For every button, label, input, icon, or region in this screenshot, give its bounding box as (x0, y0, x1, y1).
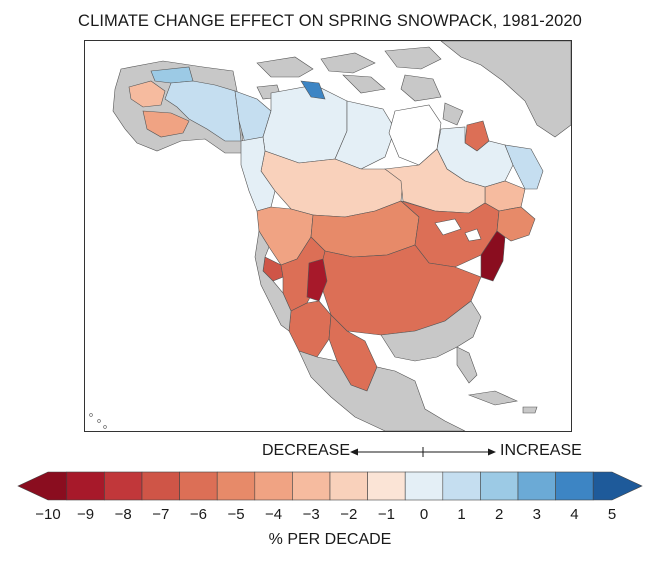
region-hudson-bay-west (334, 100, 396, 170)
double-arrow-icon (350, 447, 496, 457)
region-arctic-coast (300, 80, 326, 100)
caribbean-islands (467, 390, 538, 414)
color-scale-tick-label: −6 (189, 506, 207, 523)
color-scale-tick-label: 4 (570, 506, 579, 523)
map-panel (84, 40, 572, 432)
color-bin (517, 471, 556, 501)
unit-label: % PER DECADE (268, 531, 392, 548)
color-scale-tick-label: −10 (35, 506, 61, 523)
region-bc-coast (240, 136, 276, 212)
color-bin (480, 471, 519, 501)
color-scale-tick-label: 3 (532, 506, 541, 523)
region-alaska-south (142, 110, 190, 138)
color-bin (555, 471, 594, 501)
color-bin (254, 471, 293, 501)
region-quebec-mid (504, 144, 544, 190)
color-scale-tick-label: −7 (152, 506, 170, 523)
increase-label: INCREASE (500, 442, 582, 459)
region-alaska-west (128, 80, 166, 108)
mexico-gray (298, 350, 466, 431)
color-bin (592, 471, 643, 501)
color-scale-tick-label: −4 (265, 506, 283, 523)
pacific-island-dot (97, 419, 101, 423)
direction-labels: DECREASE INCREASE (0, 442, 660, 464)
snowpack-map (85, 41, 571, 431)
great-lakes-water (434, 218, 482, 242)
decrease-label: DECREASE (262, 442, 351, 459)
color-scale-tick-label: −9 (77, 506, 95, 523)
color-scale-tick-label: −5 (227, 506, 245, 523)
west-coast-gray (254, 230, 292, 332)
map-title: CLIMATE CHANGE EFFECT ON SPRING SNOWPACK… (78, 12, 582, 30)
region-alaska-central (164, 80, 242, 142)
color-bin (442, 471, 481, 501)
color-bin (141, 471, 180, 501)
color-bin (329, 471, 368, 501)
color-scale-tick-label: 1 (457, 506, 466, 523)
pacific-island-dot (89, 413, 93, 417)
region-great-lakes-north (384, 148, 486, 214)
color-scale-tick-label: −8 (114, 506, 132, 523)
color-bin (104, 471, 143, 501)
color-scale-tick-label: 5 (607, 506, 617, 523)
color-scale-tick-label: −3 (302, 506, 320, 523)
color-bin (404, 471, 444, 501)
color-scale-tick-label: −2 (340, 506, 358, 523)
color-bin (367, 471, 406, 501)
color-scale-bar (17, 471, 643, 501)
arctic-islands (256, 46, 464, 126)
color-scale-tick-label: 2 (495, 506, 504, 523)
region-mackenzie (262, 84, 348, 164)
color-bin (292, 471, 331, 501)
color-scale-tick-label: −1 (377, 506, 395, 523)
color-scale-tick-label: 0 (419, 506, 429, 523)
florida-gray (456, 346, 478, 384)
color-bin (66, 471, 105, 501)
color-bin (17, 471, 68, 501)
color-bin (179, 471, 218, 501)
southeast-gray (380, 300, 482, 362)
pacific-island-dot (103, 425, 107, 429)
greenland-landmass (440, 41, 571, 138)
region-maritimes (496, 206, 536, 242)
color-bin (216, 471, 256, 501)
